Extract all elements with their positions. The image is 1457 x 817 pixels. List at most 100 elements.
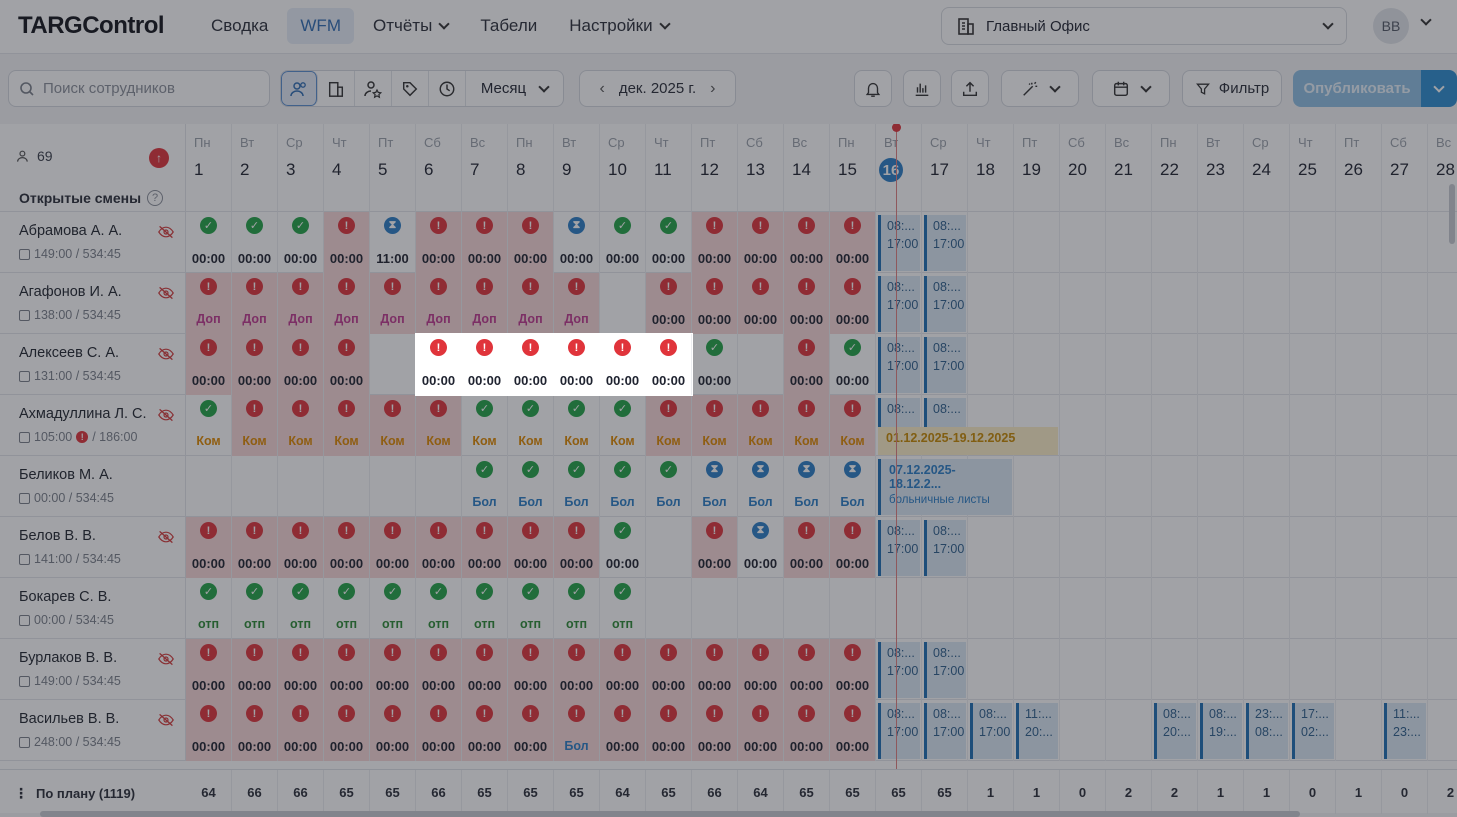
schedule-cell[interactable]: ! Ком [830,395,876,456]
schedule-cell[interactable]: ! 00:00 [416,639,462,700]
schedule-cell[interactable]: ! 00:00 [600,334,646,395]
schedule-cell[interactable]: ! 00:00 [324,700,370,761]
schedule-cell[interactable]: ! Ком [646,395,692,456]
office-selector[interactable]: Главный Офис [941,7,1347,45]
schedule-cell[interactable]: ✓ отп [370,578,416,639]
day-header[interactable]: Пт 19 [1014,124,1060,212]
schedule-cell[interactable] [1382,578,1428,639]
schedule-cell[interactable] [278,456,324,517]
schedule-cell[interactable]: ✓ Бол [646,456,692,517]
employee-info[interactable]: Ахмадуллина Л. С. 105:00!/ 186:00 [0,395,186,456]
shift-block[interactable]: 08:... 17:00 [924,337,966,393]
schedule-cell[interactable]: ! 00:00 [462,334,508,395]
day-header[interactable]: Вс 28 [1428,124,1457,212]
schedule-cell[interactable] [876,395,922,456]
schedule-cell[interactable] [1382,212,1428,273]
day-header[interactable]: Вт 16 [876,124,922,212]
schedule-cell[interactable] [1336,456,1382,517]
schedule-cell[interactable]: ! Доп [462,273,508,334]
schedule-cell[interactable] [876,273,922,334]
schedule-cell[interactable] [1244,395,1290,456]
schedule-cell[interactable] [968,517,1014,578]
schedule-cell[interactable]: ! 00:00 [324,212,370,273]
notifications-button[interactable] [854,70,892,107]
help-icon[interactable]: ? [147,190,164,206]
schedule-cell[interactable]: ! 00:00 [324,334,370,395]
schedule-cell[interactable] [1336,273,1382,334]
employee-info[interactable]: Бокарев С. В. 00:00 / 534:45 [0,578,186,639]
eye-off-icon[interactable] [158,286,174,305]
schedule-cell[interactable] [1152,334,1198,395]
schedule-cell[interactable] [1060,639,1106,700]
schedule-cell[interactable] [1198,639,1244,700]
schedule-cell[interactable] [876,212,922,273]
schedule-cell[interactable] [1336,639,1382,700]
schedule-cell[interactable]: ! 00:00 [738,700,784,761]
schedule-cell[interactable]: ! 00:00 [462,639,508,700]
shift-block[interactable]: 08:... 17:00 [924,215,966,271]
day-header[interactable]: Вт 9 [554,124,600,212]
employees-view-button[interactable] [281,71,318,106]
employee-info[interactable]: Васильев В. В. 248:00 / 534:45 [0,700,186,761]
schedule-cell[interactable]: ! Ком [370,395,416,456]
schedule-cell[interactable] [232,456,278,517]
schedule-cell[interactable]: ! 00:00 [830,212,876,273]
schedule-cell[interactable]: ✓ отп [600,578,646,639]
schedule-cell[interactable] [922,395,968,456]
schedule-cell[interactable]: ! Доп [186,273,232,334]
schedule-cell[interactable]: ! 00:00 [692,639,738,700]
nav-item-0[interactable]: Сводка [198,8,281,44]
schedule-cell[interactable] [1290,273,1336,334]
schedule-cell[interactable]: ! Ком [416,395,462,456]
schedule-cell[interactable]: ! 00:00 [692,517,738,578]
schedule-cell[interactable] [1336,334,1382,395]
schedule-cell[interactable]: ! 00:00 [324,517,370,578]
scroll-up-icon[interactable]: ↑ [149,148,169,168]
sick-leave-band[interactable]: 07.12.2025-18.12.2... больничные листы [878,459,1012,515]
schedule-cell[interactable] [922,212,968,273]
day-header[interactable]: Пт 26 [1336,124,1382,212]
day-header[interactable]: Пн 1 [186,124,232,212]
chevron-down-icon[interactable] [1420,14,1432,26]
day-header[interactable]: Сб 6 [416,124,462,212]
shift-block[interactable]: 08:... 17:00 [970,703,1012,759]
schedule-cell[interactable] [1014,456,1060,517]
schedule-cell[interactable]: ! 00:00 [508,334,554,395]
schedule-cell[interactable]: ! 00:00 [738,212,784,273]
schedule-cell[interactable]: ! Ком [278,395,324,456]
schedule-cell[interactable] [692,578,738,639]
schedule-cell[interactable] [1060,456,1106,517]
schedule-cell[interactable] [1290,456,1336,517]
day-header[interactable]: Пн 15 [830,124,876,212]
schedule-cell[interactable]: ! 00:00 [784,700,830,761]
nav-item-4[interactable]: Настройки [556,8,681,44]
eye-off-icon[interactable] [158,530,174,549]
eye-off-icon[interactable] [158,408,174,427]
schedule-cell[interactable]: ! 00:00 [600,700,646,761]
eye-off-icon[interactable] [158,347,174,366]
shift-block[interactable]: 11:... 20:... [1016,703,1058,759]
schedule-cell[interactable] [1106,578,1152,639]
employee-info[interactable]: Абрамова А. А. 149:00 / 534:45 [0,212,186,273]
schedule-cell[interactable]: ! 00:00 [462,212,508,273]
schedule-cell[interactable] [1290,578,1336,639]
shift-block[interactable]: 08:... 17:00 [878,276,920,332]
publish-dropdown-button[interactable] [1421,70,1457,107]
schedule-cell[interactable] [1152,273,1198,334]
shift-block[interactable]: 08:... 17:00 [878,520,920,576]
schedule-cell[interactable] [876,700,922,761]
schedule-cell[interactable] [1336,517,1382,578]
shift-block[interactable]: 08:... 17:00 [924,520,966,576]
schedule-cell[interactable]: ⧗ 00:00 [738,517,784,578]
schedule-cell[interactable] [1106,212,1152,273]
publish-button[interactable]: Опубликовать [1293,70,1421,107]
schedule-cell[interactable] [784,578,830,639]
user-avatar[interactable]: ВВ [1373,8,1409,44]
nav-item-1[interactable]: WFM [287,8,354,44]
schedule-cell[interactable]: ⧗ Бол [738,456,784,517]
app-logo[interactable]: TARGControl [18,12,165,39]
scrollbar-thumb[interactable] [1449,184,1455,244]
schedule-cell[interactable] [922,639,968,700]
schedule-cell[interactable] [1060,273,1106,334]
employee-info[interactable]: Алексеев С. А. 131:00 / 534:45 [0,334,186,395]
